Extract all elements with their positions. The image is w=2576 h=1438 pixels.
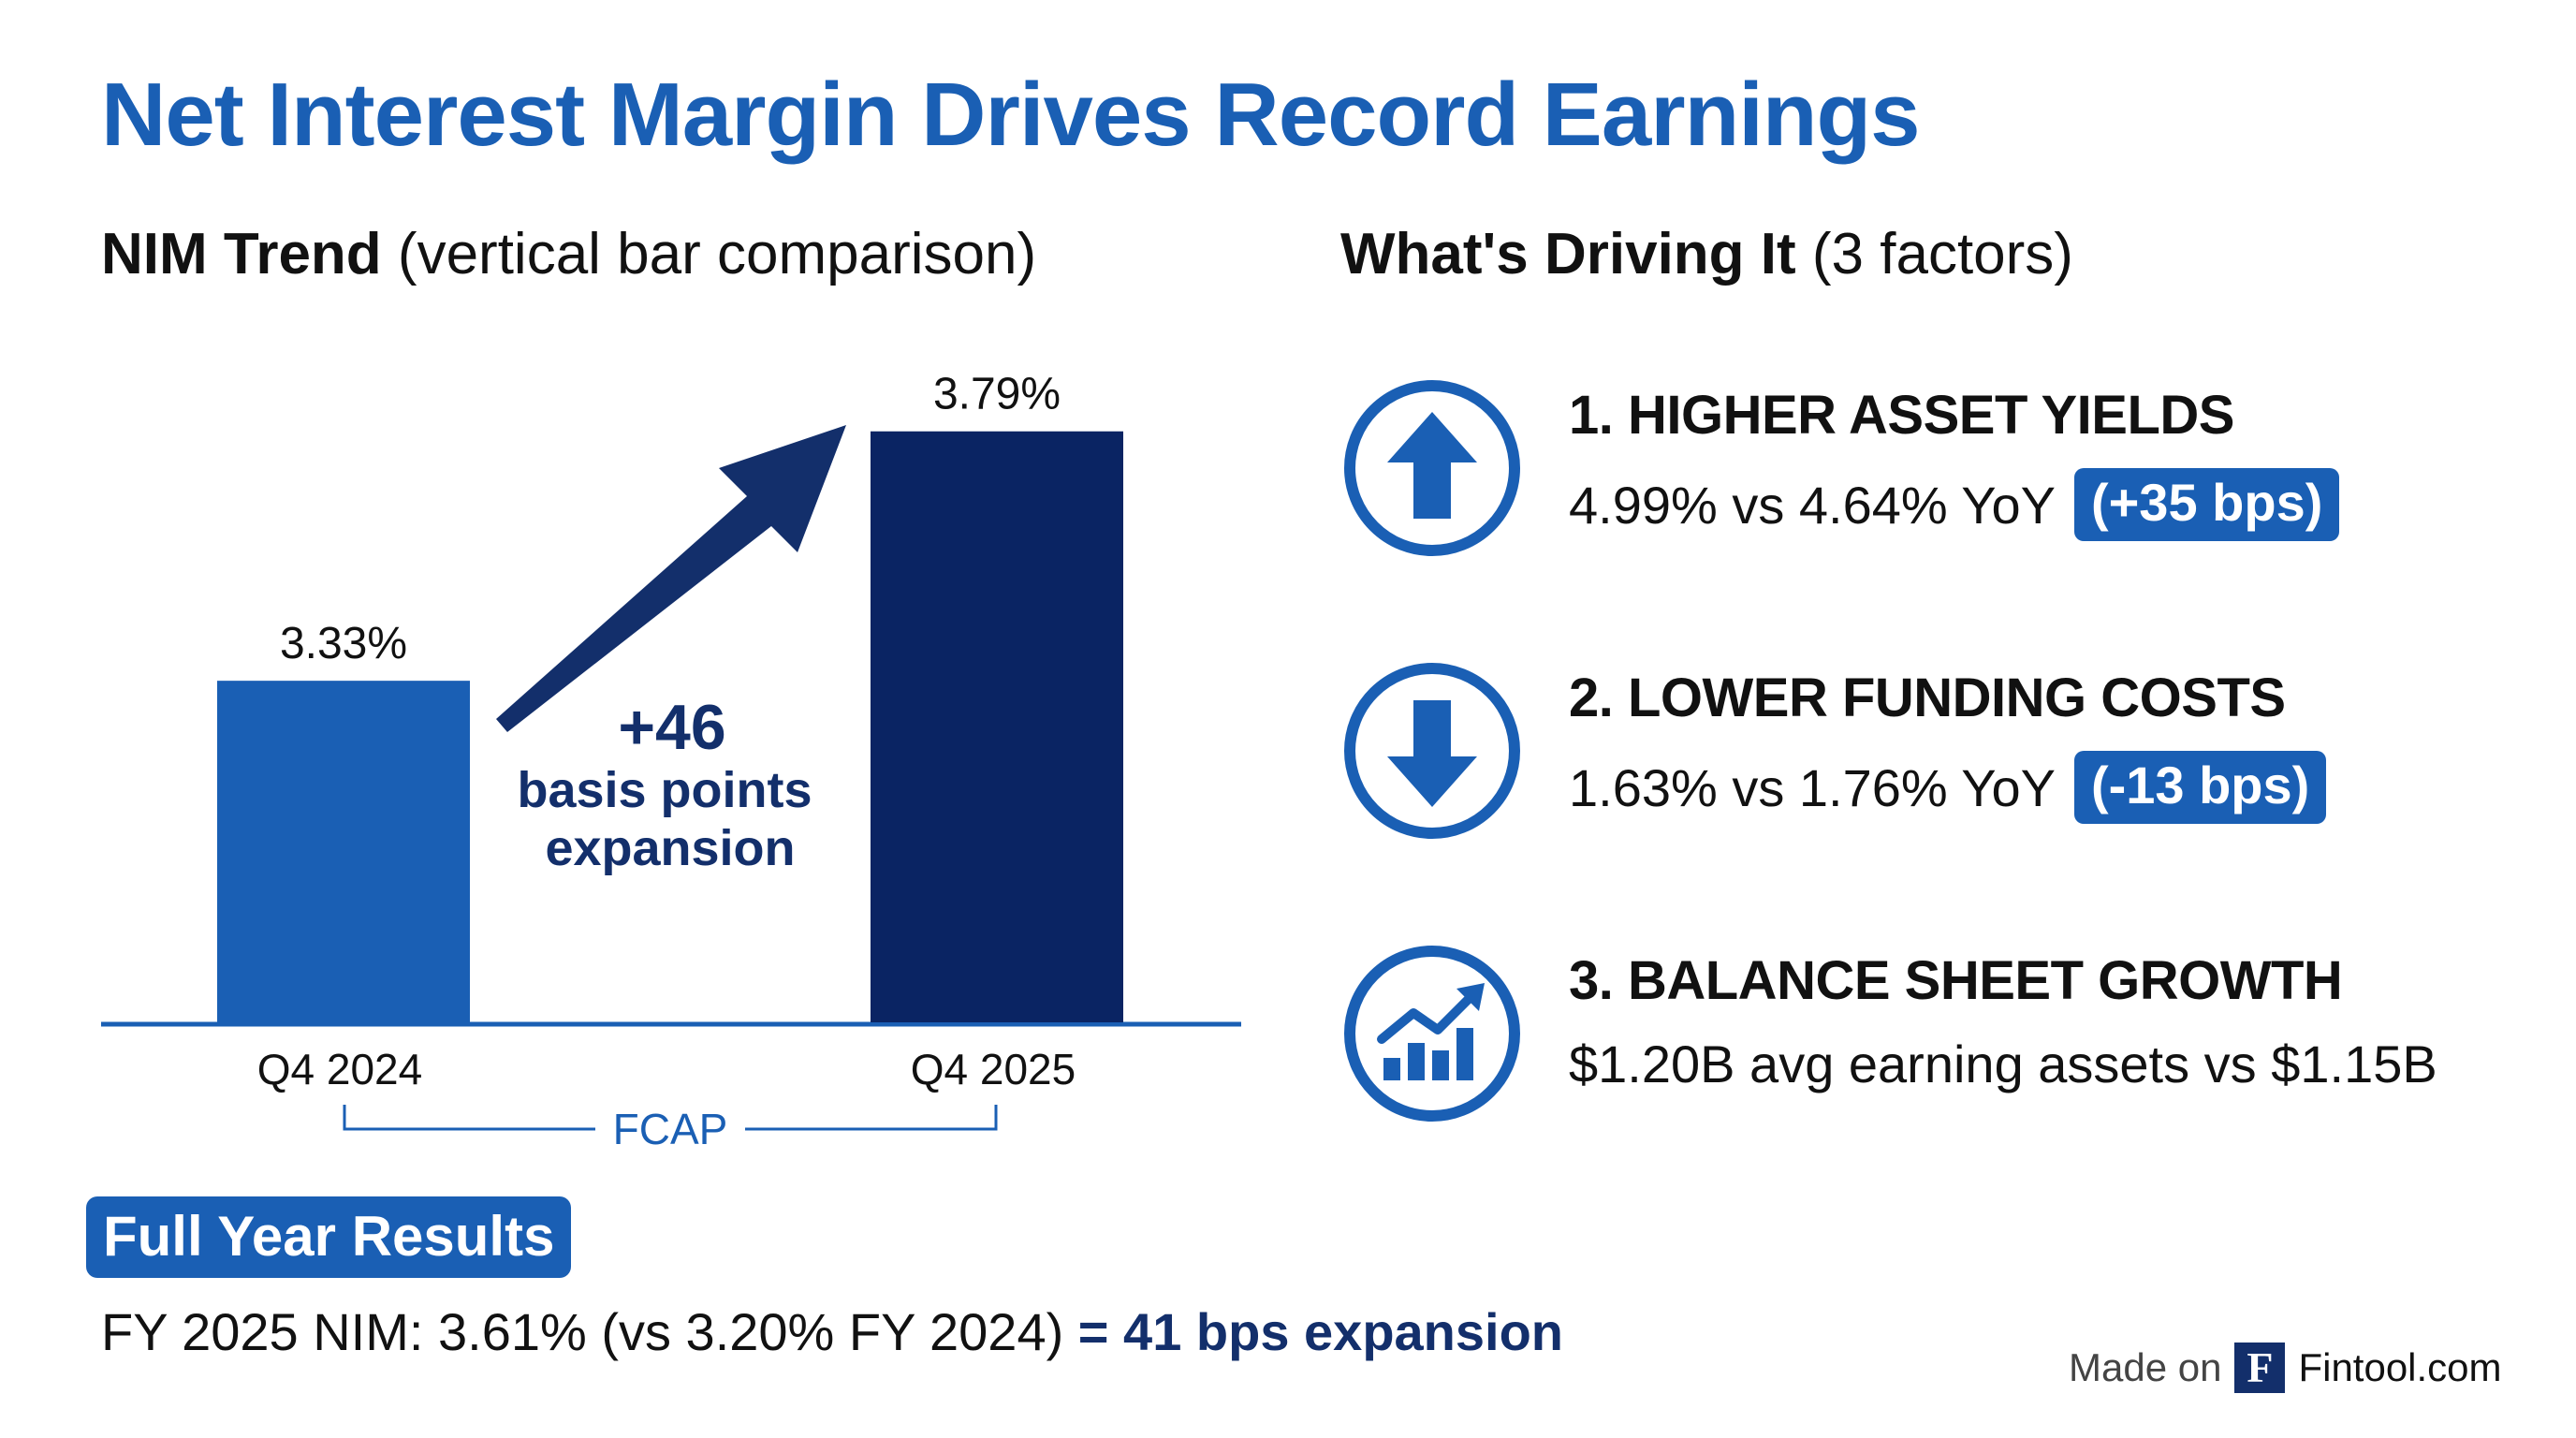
- drivers-section-heading: What's Driving It (3 factors): [1340, 221, 2073, 287]
- full-year-badge: Full Year Results: [86, 1196, 572, 1278]
- bar-value-label: 3.33%: [280, 619, 407, 668]
- brand-link[interactable]: Fintool.com: [2298, 1345, 2502, 1389]
- made-on-text: Made on: [2069, 1345, 2222, 1389]
- nim-heading-light: (vertical bar comparison): [397, 222, 1037, 286]
- page-title: Net Interest Margin Drives Record Earnin…: [101, 65, 1921, 165]
- annotation-line2: expansion: [545, 820, 795, 876]
- fcap-bracket: [343, 1105, 998, 1131]
- category-label: Q4 2024: [257, 1045, 422, 1093]
- bar-value-label: 3.79%: [933, 370, 1061, 419]
- factor-desc-row: 4.99% vs 4.64% YoY (+35 bps): [1569, 468, 2340, 541]
- factor-asset-yields: 1. HIGHER ASSET YIELDS 4.99% vs 4.64% Yo…: [1340, 376, 2557, 564]
- factor-title: 2. LOWER FUNDING COSTS: [1569, 668, 2286, 728]
- factor-funding-costs: 2. LOWER FUNDING COSTS 1.63% vs 1.76% Yo…: [1340, 659, 2557, 846]
- category-label: Q4 2025: [911, 1045, 1076, 1093]
- growth-chart-icon: [1344, 946, 1520, 1122]
- growth-arrow: [496, 425, 846, 732]
- factor-badge: (+35 bps): [2073, 468, 2340, 541]
- factor-desc-row: $1.20B avg earning assets vs $1.15B: [1569, 1034, 2437, 1094]
- full-year-text: FY 2025 NIM: 3.61% (vs 3.20% FY 2024): [101, 1302, 1064, 1361]
- footer-attribution: Made on F Fintool.com: [2069, 1343, 2502, 1393]
- full-year-summary: FY 2025 NIM: 3.61% (vs 3.20% FY 2024) = …: [101, 1301, 1563, 1362]
- bar-q4-2024: [217, 681, 470, 1022]
- factor-desc-row: 1.63% vs 1.76% YoY (-13 bps): [1569, 751, 2327, 824]
- annotation-line1: basis points: [517, 762, 812, 818]
- fcap-label: FCAP: [613, 1105, 728, 1153]
- drivers-heading-light: (3 factors): [1811, 222, 2073, 286]
- factor-balance-sheet: 3. BALANCE SHEET GROWTH $1.20B avg earni…: [1340, 942, 2557, 1129]
- fintool-logo-icon: F: [2234, 1343, 2286, 1393]
- arrow-down-icon: [1344, 663, 1520, 839]
- nim-section-heading: NIM Trend (vertical bar comparison): [101, 221, 1036, 287]
- drivers-heading-bold: What's Driving It: [1340, 222, 1796, 286]
- factor-desc: 4.99% vs 4.64% YoY: [1569, 475, 2056, 535]
- full-year-highlight: = 41 bps expansion: [1077, 1302, 1563, 1361]
- factor-desc: 1.63% vs 1.76% YoY: [1569, 757, 2056, 817]
- bar-q4-2025: [871, 431, 1123, 1023]
- annotation-value: +46: [618, 692, 725, 763]
- factor-badge: (-13 bps): [2073, 751, 2327, 824]
- nim-bar-chart: 3.33% Q4 2024 3.79% Q4 2025 +46 basis point…: [101, 370, 1241, 1153]
- arrow-up-icon: [1344, 380, 1520, 556]
- factor-title: 1. HIGHER ASSET YIELDS: [1569, 385, 2234, 446]
- factor-desc: $1.20B avg earning assets vs $1.15B: [1569, 1034, 2437, 1093]
- nim-heading-bold: NIM Trend: [101, 222, 382, 286]
- factor-title: 3. BALANCE SHEET GROWTH: [1569, 950, 2343, 1011]
